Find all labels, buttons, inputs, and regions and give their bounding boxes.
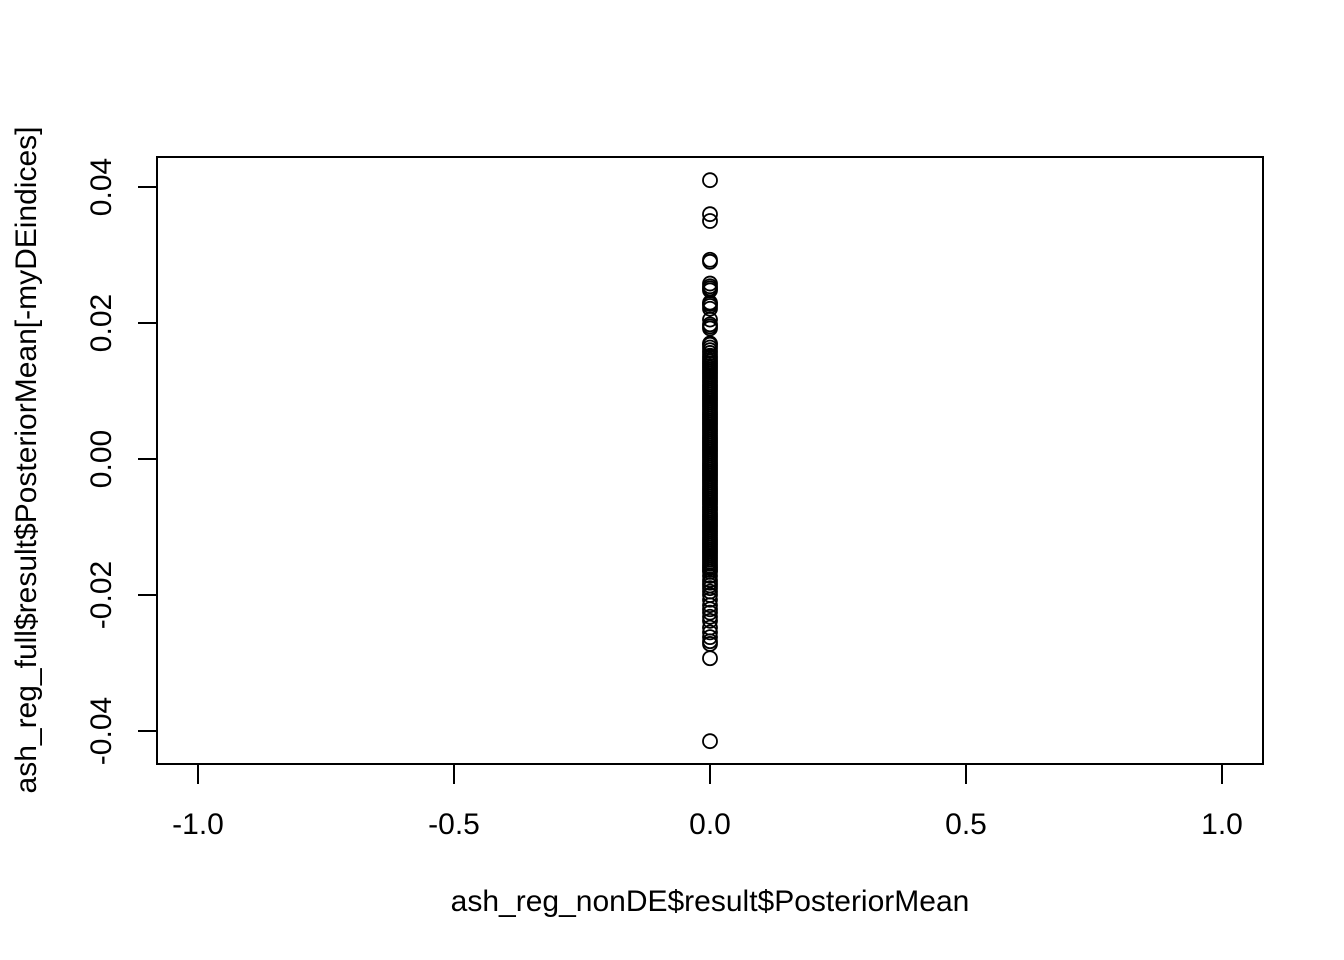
data-point bbox=[702, 733, 718, 750]
x-tick-label: -0.5 bbox=[428, 808, 480, 841]
x-tick-label: 0.0 bbox=[689, 808, 731, 841]
y-tick-label: 0.04 bbox=[85, 158, 118, 216]
y-tick-label: 0.02 bbox=[85, 294, 118, 352]
y-axis-label: ash_reg_full$result$PosteriorMean[-myDEi… bbox=[10, 127, 43, 794]
data-point bbox=[702, 629, 718, 646]
y-tick-label: 0.00 bbox=[85, 430, 118, 488]
y-tick-label: -0.02 bbox=[85, 561, 118, 629]
x-tick-label: 1.0 bbox=[1201, 808, 1243, 841]
x-axis: -1.0 -0.5 0.0 0.5 1.0 bbox=[172, 763, 1243, 841]
points-layer bbox=[702, 172, 718, 750]
data-point bbox=[702, 253, 718, 270]
data-point bbox=[702, 650, 718, 667]
data-point bbox=[702, 213, 718, 229]
data-point bbox=[702, 568, 718, 584]
data-point bbox=[702, 320, 718, 337]
data-point bbox=[702, 300, 718, 317]
data-point bbox=[702, 591, 718, 608]
x-tick-label: 0.5 bbox=[945, 808, 987, 841]
data-point bbox=[702, 612, 718, 629]
x-tick-label: -1.0 bbox=[172, 808, 224, 841]
data-point bbox=[702, 172, 718, 189]
x-axis-label: ash_reg_nonDE$result$PosteriorMean bbox=[451, 885, 970, 918]
data-point bbox=[702, 608, 718, 625]
data-point bbox=[702, 604, 718, 621]
data-point bbox=[702, 311, 718, 328]
data-point bbox=[702, 206, 718, 223]
data-point bbox=[702, 597, 718, 614]
y-tick-label: -0.04 bbox=[85, 697, 118, 765]
data-point bbox=[702, 624, 718, 641]
y-axis: -0.04 -0.02 0.00 0.02 0.04 bbox=[85, 158, 158, 765]
